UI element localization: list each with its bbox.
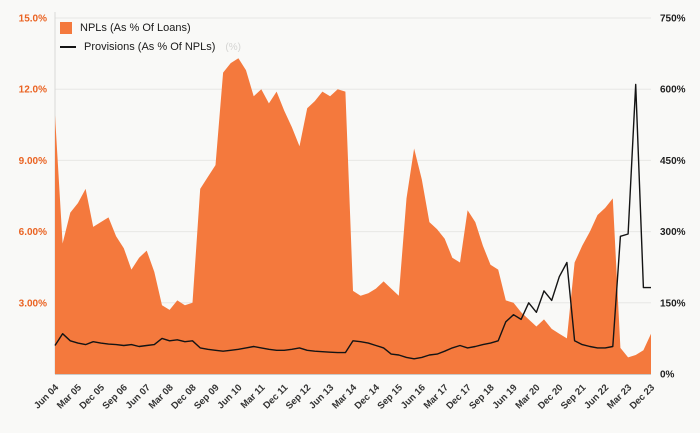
right-axis-labels: 750% 600% 450% 300% 150% 0% — [660, 14, 686, 381]
svg-text:Jun 10: Jun 10 — [215, 382, 244, 411]
legend-label-provisions-suffix: (%) — [225, 41, 241, 53]
legend-item-npls[interactable]: NPLs (As % Of Loans) — [60, 22, 241, 34]
svg-text:Dec 23: Dec 23 — [628, 382, 657, 411]
svg-text:0%: 0% — [660, 370, 675, 381]
svg-text:9.00%: 9.00% — [19, 156, 47, 167]
svg-text:6.00%: 6.00% — [19, 227, 47, 238]
svg-text:3.00%: 3.00% — [19, 298, 47, 309]
svg-text:300%: 300% — [660, 227, 686, 238]
npl-area-series — [55, 58, 651, 375]
left-axis-labels: 15.0% 12.0% 9.00% 6.00% 3.00% — [19, 14, 47, 310]
svg-text:Sep 15: Sep 15 — [376, 382, 406, 412]
svg-text:12.0%: 12.0% — [19, 85, 47, 96]
svg-text:750%: 750% — [660, 14, 686, 25]
svg-text:Sep 06: Sep 06 — [100, 382, 129, 411]
svg-text:Jun 13: Jun 13 — [307, 382, 336, 411]
svg-text:150%: 150% — [660, 298, 686, 309]
svg-text:Jun 19: Jun 19 — [491, 382, 520, 411]
npls-area-swatch-icon — [60, 22, 72, 34]
svg-text:600%: 600% — [660, 85, 686, 96]
svg-text:15.0%: 15.0% — [19, 14, 47, 25]
provisions-line-series — [54, 83, 651, 360]
svg-text:Jun 16: Jun 16 — [399, 382, 428, 411]
provisions-line-swatch-icon — [60, 46, 76, 48]
svg-text:Sep 18: Sep 18 — [467, 382, 496, 411]
svg-text:Jun 07: Jun 07 — [124, 382, 153, 411]
svg-text:450%: 450% — [660, 156, 686, 167]
svg-text:Sep 21: Sep 21 — [559, 382, 589, 412]
legend-item-provisions[interactable]: Provisions (As % Of NPLs) (%) — [60, 41, 241, 53]
svg-text:Sep 12: Sep 12 — [284, 382, 313, 411]
svg-text:Jun 22: Jun 22 — [582, 382, 611, 411]
legend-label-provisions: Provisions (As % Of NPLs) — [84, 41, 216, 53]
svg-text:Sep 09: Sep 09 — [192, 382, 221, 411]
legend-label-npls: NPLs (As % Of Loans) — [80, 22, 191, 34]
chart-legend: NPLs (As % Of Loans) Provisions (As % Of… — [60, 22, 241, 53]
